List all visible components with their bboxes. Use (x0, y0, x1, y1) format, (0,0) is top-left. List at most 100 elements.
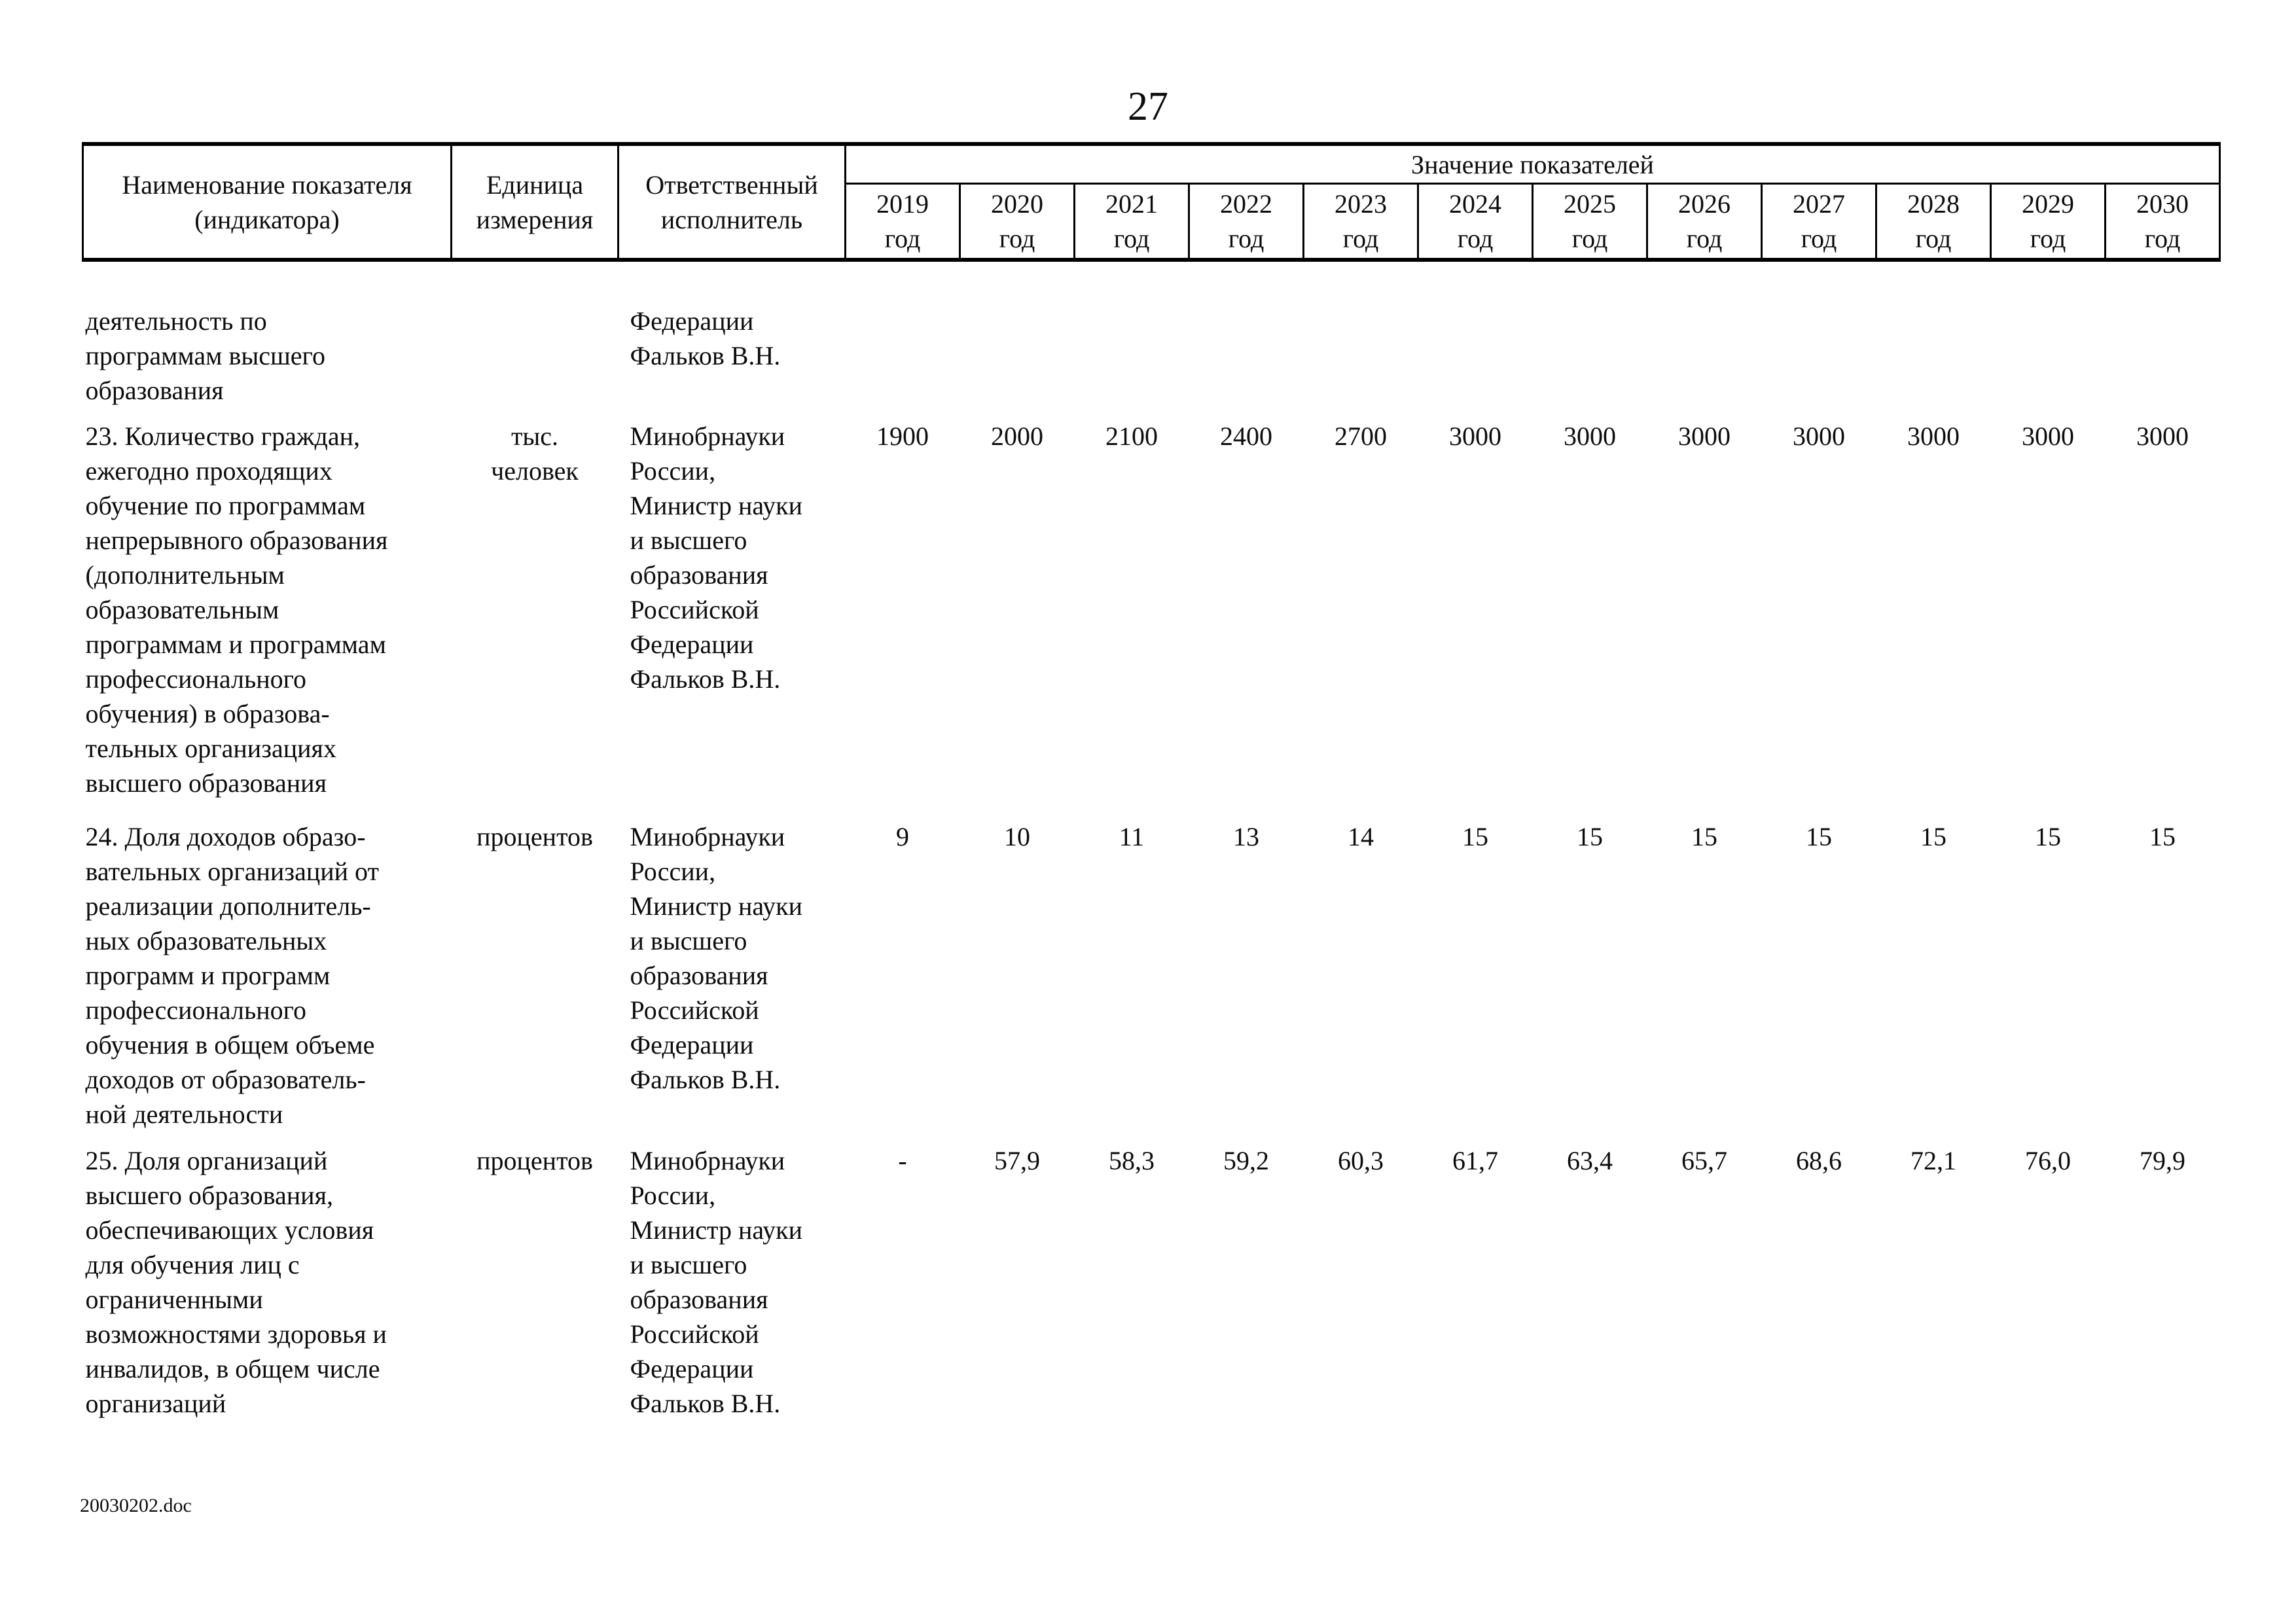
year-suffix-label: год (2144, 224, 2181, 253)
year-value: 2020 (991, 189, 1043, 219)
table-row: 25. Доля организаций высшего образования… (83, 1132, 2220, 1421)
year-column-header: 2019 год (844, 183, 961, 262)
col-header-indicator-name: Наименование показателя (индикатора) (82, 142, 452, 262)
table-header-row-years: 2019 год 2020 год 2021 год 2022 год 2023 год 2024 г… (83, 183, 2221, 262)
executor-cell: Минобрнауки России, Министр науки и высш… (630, 1146, 802, 1418)
year-value: 2029 (2022, 189, 2074, 219)
year-suffix-label: год (1571, 224, 1608, 253)
unit-cell: процентов (476, 822, 593, 851)
col-header-executor: Ответственный исполнитель (617, 142, 846, 262)
year-column-header: 2029 год (1990, 183, 2106, 262)
year-value: 2019 (876, 189, 929, 219)
col-header-values-group: Значение показателей (844, 142, 2221, 185)
value-cell (1647, 260, 1762, 408)
year-value: 2028 (1907, 189, 1960, 219)
value-cell: - (898, 1146, 907, 1175)
value-cell: 59,2 (1223, 1146, 1269, 1175)
table-header: Наименование показателя (индикатора) Еди… (82, 142, 2221, 262)
year-suffix-label: год (1801, 224, 1837, 253)
value-cell (1189, 260, 1304, 408)
year-value: 2023 (1335, 189, 1387, 219)
indicator-name-cell: деятельность по программам высшего образ… (85, 306, 325, 405)
value-cell: 9 (896, 822, 909, 851)
year-suffix-label: год (1113, 224, 1150, 253)
value-cell: 57,9 (994, 1146, 1040, 1175)
footer-filename: 20030202.doc (80, 1495, 192, 1516)
unit-cell: тыс. человек (491, 421, 579, 486)
value-cell (1418, 260, 1533, 408)
value-cell: 2700 (1335, 421, 1387, 451)
value-cell: 2000 (991, 421, 1043, 451)
value-cell: 63,4 (1567, 1146, 1613, 1175)
table-body: деятельность по программам высшего образ… (83, 260, 2220, 1421)
year-suffix-label: год (999, 224, 1035, 253)
table-row: деятельность по программам высшего образ… (83, 260, 2220, 408)
year-suffix-label: год (1686, 224, 1723, 253)
value-cell: 13 (1233, 822, 1259, 851)
value-cell (1533, 260, 1647, 408)
indicator-name-cell: 25. Доля организаций высшего образования… (85, 1146, 387, 1418)
year-column-header: 2021 год (1073, 183, 1190, 262)
value-cell: 3000 (1449, 421, 1501, 451)
value-cell: 68,6 (1796, 1146, 1842, 1175)
value-cell: 65,7 (1681, 1146, 1727, 1175)
year-column-header: 2024 год (1417, 183, 1534, 262)
value-cell (960, 260, 1075, 408)
value-cell: 3000 (1907, 421, 1960, 451)
value-cell: 15 (1920, 822, 1946, 851)
value-cell: 3000 (1793, 421, 1845, 451)
executor-cell: Минобрнауки России, Министр науки и высш… (630, 822, 802, 1094)
year-suffix-label: год (1342, 224, 1379, 253)
value-cell: 58,3 (1109, 1146, 1155, 1175)
year-suffix-label: год (1457, 224, 1494, 253)
value-cell: 1900 (876, 421, 929, 451)
year-suffix-label: год (1915, 224, 1952, 253)
year-suffix-label: год (2030, 224, 2066, 253)
indicator-name-cell: 23. Количество граждан, ежегодно проходя… (85, 421, 388, 798)
value-cell: 15 (1691, 822, 1717, 851)
value-cell: 60,3 (1338, 1146, 1384, 1175)
year-column-header: 2022 год (1188, 183, 1304, 262)
value-cell (846, 260, 960, 408)
indicators-table: Наименование показателя (индикатора) Еди… (82, 142, 2221, 1421)
value-cell (1075, 260, 1189, 408)
year-suffix-label: год (884, 224, 921, 253)
value-cell (1304, 260, 1418, 408)
unit-cell (452, 260, 619, 408)
year-column-header: 2027 год (1761, 183, 1877, 262)
col-header-unit: Единица измерения (450, 142, 619, 262)
executor-cell: Минобрнауки России, Министр науки и высш… (630, 421, 802, 694)
year-value: 2027 (1793, 189, 1845, 219)
value-cell: 15 (2035, 822, 2061, 851)
indicator-name-cell: 24. Доля доходов образо- вательных орган… (85, 822, 380, 1129)
year-column-header: 2020 год (959, 183, 1075, 262)
value-cell: 14 (1348, 822, 1374, 851)
value-cell: 76,0 (2025, 1146, 2071, 1175)
value-cell (1762, 260, 1876, 408)
value-cell: 15 (1462, 822, 1488, 851)
value-cell: 3000 (2136, 421, 2189, 451)
value-cell: 3000 (1678, 421, 1731, 451)
value-cell: 15 (1577, 822, 1603, 851)
value-cell (1991, 260, 2106, 408)
value-cell: 79,9 (2140, 1146, 2185, 1175)
value-cell: 61,7 (1452, 1146, 1498, 1175)
table-row: 24. Доля доходов образо- вательных орган… (83, 800, 2220, 1132)
year-value: 2024 (1449, 189, 1501, 219)
value-cell: 2100 (1105, 421, 1158, 451)
year-suffix-label: год (1228, 224, 1265, 253)
value-cell (1876, 260, 1991, 408)
year-value: 2026 (1678, 189, 1731, 219)
table-row: 23. Количество граждан, ежегодно проходя… (83, 408, 2220, 800)
page-number: 27 (1128, 84, 1168, 129)
year-value: 2022 (1220, 189, 1272, 219)
value-cell: 3000 (1564, 421, 1616, 451)
year-value: 2021 (1105, 189, 1158, 219)
value-cell: 15 (1806, 822, 1832, 851)
year-column-header: 2025 год (1532, 183, 1648, 262)
unit-cell: процентов (476, 1146, 593, 1175)
year-column-header: 2030 год (2104, 183, 2221, 262)
year-column-header: 2028 год (1875, 183, 1992, 262)
value-cell: 3000 (2022, 421, 2074, 451)
